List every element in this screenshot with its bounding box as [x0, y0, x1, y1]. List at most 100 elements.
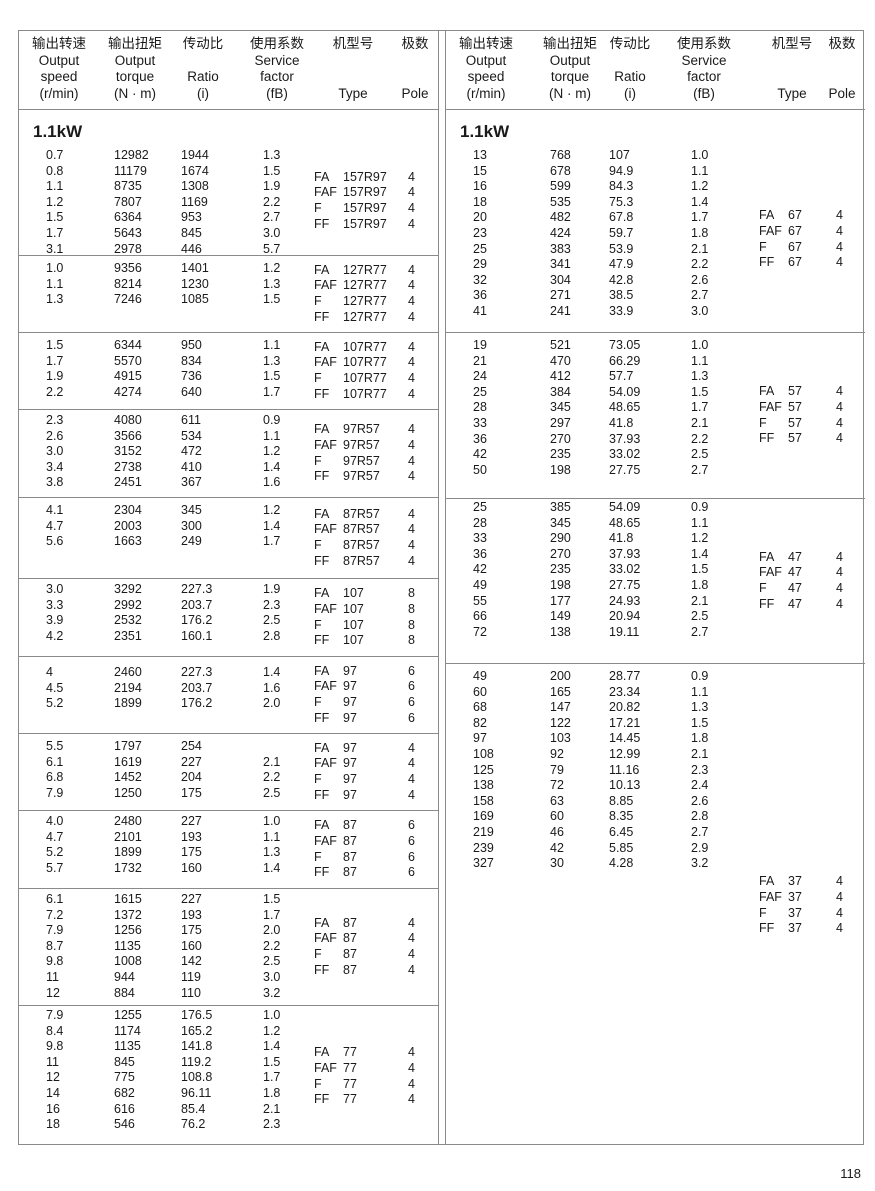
type-prefix: F	[314, 201, 322, 215]
speed-cell: 2.3	[46, 413, 64, 427]
ratio-cell: 28.77	[609, 669, 641, 683]
type-row: FA 107 8	[314, 586, 424, 602]
speed-cell: 0.8	[46, 163, 64, 178]
table-row: 12 775 108.8 1.7	[19, 1070, 438, 1086]
ratio-cell: 38.5	[609, 288, 634, 303]
type-prefix: FAF	[759, 399, 782, 414]
type-list: FA 77 4 FAF 77 4 F 77 4 FF 77 4	[314, 1006, 424, 1147]
table-row: 13 768 107 1.0	[446, 148, 865, 164]
table-row: 25 385 54.09 0.9	[446, 500, 865, 516]
type-list: FA 87 6 FAF 87 6 F 87 6 FF 87 6	[314, 811, 424, 888]
spacer	[163, 53, 243, 70]
torque-cell: 103	[550, 731, 571, 746]
model-group: 1.0 9356 1401 1.2 1.1 8214 1230 1.3 1.3 7246 1085 1…	[19, 256, 438, 333]
ratio-cell: 37.93	[609, 546, 641, 561]
type-prefix: FF	[314, 962, 330, 977]
torque-cell: 341	[550, 257, 571, 272]
ratio-cell: 75.3	[609, 194, 634, 209]
type-prefix: FF	[314, 309, 330, 324]
type-model: 57	[788, 415, 802, 430]
model-group: 3.0 3292 227.3 1.9 3.3 2992 203.7 2.3 3.9 2532 176…	[19, 579, 438, 657]
torque-cell: 944	[114, 969, 135, 984]
ratio-cell: 76.2	[181, 1117, 206, 1132]
torque-cell: 884	[114, 985, 135, 1000]
type-list: FA 87 4 FAF 87 4 F 87 4 FF 87 4	[314, 889, 424, 1005]
speed-cell: 55	[473, 593, 487, 608]
speed-cell: 1.0	[46, 261, 64, 275]
table-row: 4.7 2101 193 1.1	[19, 830, 438, 846]
type-row: FAF 87R57 4	[314, 522, 424, 538]
service-factor-cell: 3.0	[263, 969, 281, 984]
speed-cell: 11	[46, 969, 59, 984]
table-header: 输出转速 Output speed (r/min) 输出扭矩 Output torque (N…	[19, 31, 438, 110]
torque-cell: 470	[550, 353, 571, 368]
table-row: 42 235 33.02 1.5	[446, 562, 865, 578]
service-factor-cell: 1.5	[263, 369, 281, 384]
table-row: 21 470 66.29 1.1	[446, 354, 865, 370]
table-row: 12 884 110 3.2	[19, 986, 438, 1002]
torque-cell: 271	[550, 288, 571, 303]
type-model: 157R97	[343, 185, 387, 200]
group-rows: 2.3 4080 611 0.9 2.6 3566 534 1.1 3.0 3152 472 1.2 3…	[19, 413, 438, 491]
speed-cell: 4.2	[46, 628, 64, 643]
type-prefix: FA	[314, 339, 330, 354]
service-factor-cell: 2.5	[263, 785, 281, 800]
header-en: Ratio	[614, 69, 646, 84]
table-row: 1.1 8735 1308 1.9	[19, 179, 438, 195]
ratio-cell: 834	[181, 353, 202, 368]
type-row: F 97R57 4	[314, 454, 424, 470]
speed-cell: 68	[473, 700, 487, 715]
ratio-cell: 8.85	[609, 793, 634, 808]
table-row: 33 290 41.8 1.2	[446, 531, 865, 547]
ratio-cell: 6.45	[609, 824, 634, 839]
speed-cell: 1.5	[46, 338, 64, 352]
service-factor-cell: 1.2	[263, 444, 281, 459]
table-row: 4.7 2003 300 1.4	[19, 519, 438, 535]
speed-cell: 28	[473, 400, 487, 415]
header-en: Type	[777, 85, 807, 101]
pole-cell: 4	[408, 278, 415, 293]
type-model: 67	[788, 255, 802, 270]
type-model: 97	[343, 787, 357, 802]
speed-cell: 7.9	[46, 785, 64, 800]
type-model: 157R97	[343, 201, 387, 215]
table-row: 2.6 3566 534 1.1	[19, 429, 438, 445]
type-row: F 97 4	[314, 772, 424, 788]
header-torque: 输出扭矩 Output torque (N · m)	[530, 36, 610, 102]
type-row: FA 77 4	[314, 1045, 424, 1061]
table-row: 2.3 4080 611 0.9	[19, 413, 438, 429]
pole-cell: 6	[408, 849, 415, 864]
group-rows: 1.5 6344 950 1.1 1.7 5570 834 1.3 1.9 4915 736 1.5 2…	[19, 338, 438, 400]
model-group: 5.5 1797 254 6.1 1619 227 2.1 6.8 1452 204 2.2 7.9 1…	[19, 734, 438, 811]
pole-cell: 8	[408, 586, 415, 601]
table-row: 4.5 2194 203.7 1.6	[19, 681, 438, 697]
header-en: (r/min)	[466, 85, 506, 101]
table-row: 28 345 48.65 1.1	[446, 516, 865, 532]
power-title: 1.1kW	[33, 122, 83, 141]
header-cn: 输出扭矩	[543, 36, 597, 51]
ratio-cell: 254	[181, 739, 202, 753]
type-model: 47	[788, 596, 802, 611]
ratio-cell: 96.11	[181, 1085, 212, 1100]
speed-cell: 4.7	[46, 518, 64, 533]
type-prefix: FA	[314, 169, 330, 184]
table-row: 4.2 2351 160.1 2.8	[19, 629, 438, 645]
torque-cell: 2992	[114, 597, 142, 612]
service-factor-cell: 2.1	[691, 746, 709, 761]
type-model: 97	[343, 740, 357, 755]
ratio-cell: 20.82	[609, 700, 641, 715]
ratio-cell: 67.8	[609, 210, 634, 225]
speed-cell: 12	[46, 1070, 60, 1085]
torque-cell: 4915	[114, 369, 142, 384]
service-factor-cell: 1.4	[263, 665, 281, 679]
type-model: 87	[343, 833, 357, 848]
type-prefix: FF	[314, 469, 330, 484]
type-row: F 47 4	[759, 581, 869, 597]
type-row: F 87 6	[314, 850, 424, 866]
pole-cell: 4	[408, 1076, 415, 1091]
speed-cell: 2.6	[46, 428, 64, 443]
type-model: 77	[343, 1076, 357, 1091]
service-factor-cell: 1.8	[691, 225, 709, 240]
torque-cell: 1008	[114, 954, 142, 969]
speed-cell: 23	[473, 225, 487, 240]
